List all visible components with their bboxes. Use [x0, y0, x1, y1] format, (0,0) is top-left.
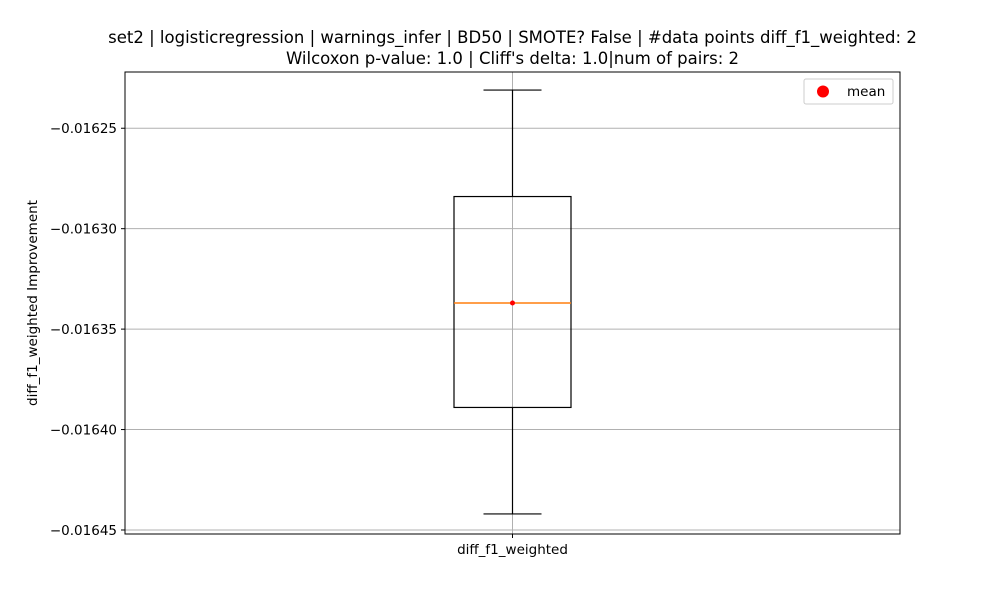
y-tick-label: −0.01640 — [50, 423, 117, 439]
legend-mean-marker — [817, 85, 829, 98]
y-axis-ticks: −0.01625 −0.01630 −0.01635 −0.01640 −0.01645 — [50, 121, 125, 539]
y-tick-label: −0.01645 — [50, 523, 117, 539]
x-axis-ticks: diff_f1_weighted — [457, 534, 568, 558]
legend: mean — [803, 78, 894, 105]
iqr-box — [453, 195, 572, 409]
y-tick-label: −0.01635 — [50, 322, 117, 338]
legend-frame — [803, 78, 894, 105]
chart-title-line-2: Wilcoxon p-value: 1.0 | Cliff's delta: 1… — [286, 49, 739, 68]
box-elements — [453, 89, 572, 515]
legend-mean-label: mean — [847, 84, 885, 100]
y-axis-label: diff_f1_weighted Improvement — [25, 200, 41, 406]
x-tick-label: diff_f1_weighted — [457, 542, 568, 558]
mean-marker — [510, 300, 515, 306]
y-tick-label: −0.01630 — [50, 222, 117, 238]
plot-area-frame — [124, 71, 901, 535]
chart-title-line-1: set2 | logisticregression | warnings_inf… — [108, 28, 917, 48]
y-tick-label: −0.01625 — [50, 121, 117, 137]
